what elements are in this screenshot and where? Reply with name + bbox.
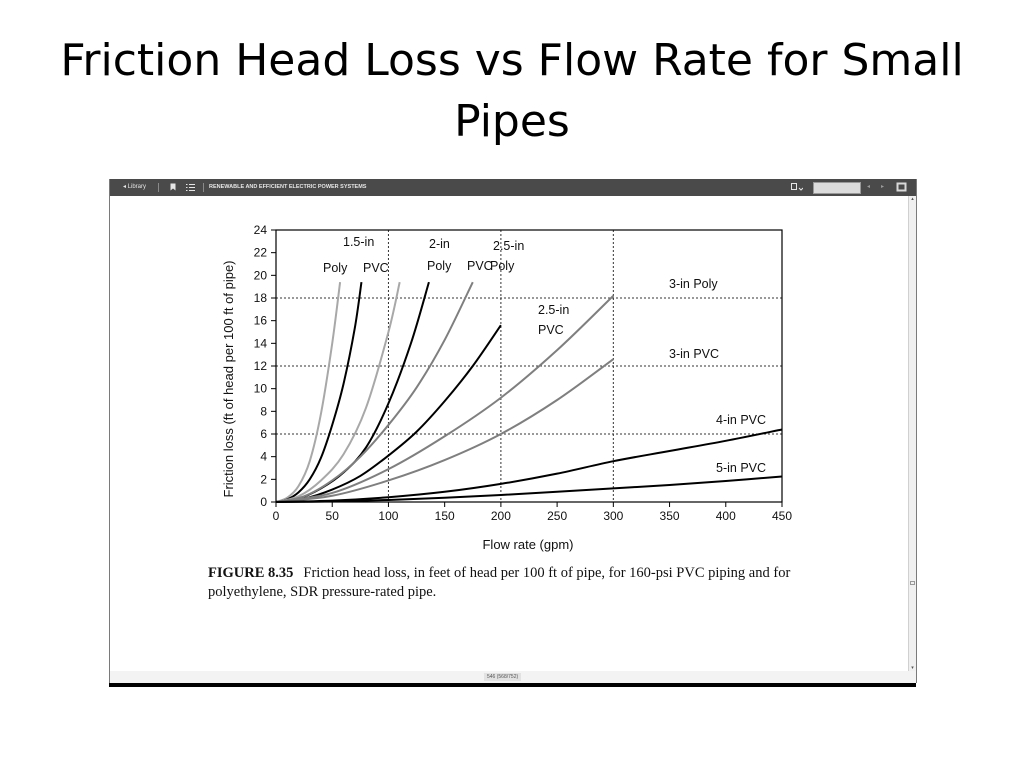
y-axis-title: Friction loss (ft of head per 100 ft of … — [221, 260, 236, 497]
curve-label-p25poly: 2.5-in — [493, 239, 524, 253]
x-tick-label: 300 — [603, 509, 623, 523]
list-icon[interactable] — [186, 184, 195, 191]
x-tick-label: 150 — [435, 509, 455, 523]
y-tick-label: 12 — [254, 359, 268, 373]
y-tick-label: 0 — [260, 495, 267, 509]
curve-label-p2poly: Poly — [427, 259, 452, 273]
book-title: RENEWABLE AND EFFICIENT ELECTRIC POWER S… — [209, 184, 367, 190]
toolbar-divider — [158, 183, 159, 192]
chart-axis-ticks: 0 50 100 150 200 250 300 350 400 4500246810121416… — [254, 223, 793, 523]
y-tick-label: 16 — [254, 314, 268, 328]
library-link[interactable]: ◂ Library — [123, 184, 147, 190]
x-tick-label: 400 — [716, 509, 736, 523]
curve-label-p15poly: Poly — [323, 261, 348, 275]
search-input[interactable] — [813, 182, 861, 194]
figure-number: FIGURE 8.35 — [208, 565, 294, 581]
curve-p15poly — [275, 282, 342, 503]
x-tick-label: 450 — [772, 509, 792, 523]
curve-p2pvc — [275, 281, 430, 503]
bookmark-icon[interactable] — [170, 183, 176, 191]
curve-label-p2pvc: PVC — [467, 259, 493, 273]
caption-text: Friction head loss, in feet of head per … — [208, 565, 791, 600]
x-tick-label: 350 — [660, 509, 680, 523]
next-icon[interactable]: ▸ — [881, 184, 885, 190]
curve-p25poly — [275, 281, 474, 503]
slide-divider — [109, 683, 916, 687]
curve-label-p25pvc: PVC — [538, 323, 564, 337]
curve-label-p15pvc: 1.5-in — [343, 235, 374, 249]
y-tick-label: 4 — [260, 450, 267, 464]
x-axis-title: Flow rate (gpm) — [482, 537, 573, 552]
scroll-down-icon[interactable]: ▾ — [911, 665, 914, 671]
curve-label-p25pvc: 2.5-in — [538, 303, 569, 317]
y-tick-label: 18 — [254, 291, 268, 305]
curve-label-p3pvc: 3-in PVC — [669, 347, 719, 361]
x-tick-label: 50 — [326, 509, 340, 523]
curve-p2poly — [275, 281, 401, 503]
curve-p4pvc — [275, 428, 783, 503]
figure-caption: FIGURE 8.35 Friction head loss, in feet o… — [208, 564, 828, 602]
curve-label-p15pvc: PVC — [363, 261, 389, 275]
friction-loss-chart: 0 50 100 150 200 250 300 350 400 4500246810121416… — [221, 223, 793, 552]
curve-label-p5pvc: 5-in PVC — [716, 461, 766, 475]
scroll-thumb[interactable] — [910, 581, 915, 585]
x-tick-label: 100 — [378, 509, 398, 523]
x-tick-label: 0 — [273, 509, 280, 523]
slide-title: Friction Head Loss vs Flow Rate for Smal… — [60, 35, 964, 147]
x-tick-label: 250 — [547, 509, 567, 523]
vertical-scrollbar[interactable]: ▴ ▾ — [908, 196, 916, 671]
curve-p15pvc — [275, 281, 363, 503]
curve-label-p2pvc: 2-in — [429, 237, 450, 251]
curve-label-p3poly: 3-in Poly — [669, 277, 718, 291]
ebook-viewer: ◂ Library RENEWABLE AND EFFICIENT ELECTR… — [109, 179, 917, 683]
page-indicator: 546 (568/752) — [484, 673, 522, 681]
y-tick-label: 6 — [260, 427, 267, 441]
curve-label-p4pvc: 4-in PVC — [716, 413, 766, 427]
curve-p3poly — [275, 295, 615, 503]
y-tick-label: 22 — [254, 246, 268, 260]
y-tick-label: 2 — [260, 472, 267, 486]
curve-p5pvc — [275, 475, 783, 503]
curve-label-p25poly: Poly — [490, 259, 515, 273]
viewer-toolbar: ◂ Library RENEWABLE AND EFFICIENT ELECTR… — [110, 179, 916, 196]
y-tick-label: 20 — [254, 268, 268, 282]
prev-icon[interactable]: ◂ — [867, 184, 871, 190]
toolbar-divider — [203, 183, 204, 192]
curve-p3pvc — [275, 358, 614, 503]
y-tick-label: 24 — [254, 223, 268, 237]
fullscreen-icon[interactable] — [896, 182, 907, 192]
y-tick-label: 8 — [260, 404, 267, 418]
scroll-up-icon[interactable]: ▴ — [911, 196, 914, 202]
page-options-icon[interactable] — [791, 183, 803, 192]
x-tick-label: 200 — [491, 509, 511, 523]
chart-curves — [275, 281, 783, 503]
y-tick-label: 14 — [254, 336, 268, 350]
chart-gridlines — [276, 230, 782, 502]
viewer-statusbar: 546 (568/752) — [110, 671, 916, 683]
y-tick-label: 10 — [254, 382, 268, 396]
